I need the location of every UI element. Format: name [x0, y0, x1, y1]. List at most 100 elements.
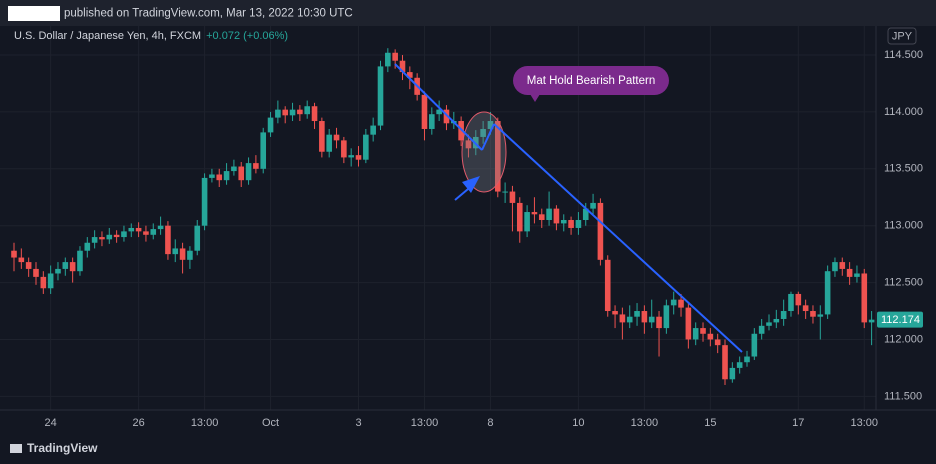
- candle-body: [267, 117, 274, 133]
- candle-body: [846, 268, 853, 277]
- candle-body: [854, 273, 860, 277]
- candle-body: [179, 248, 186, 260]
- x-tick-label: 24: [45, 417, 57, 429]
- candle-body: [69, 262, 76, 272]
- candle-body: [788, 293, 794, 312]
- x-tick-label: 13:00: [191, 417, 219, 429]
- candle-body: [714, 339, 721, 346]
- y-tick-label: 112.000: [884, 333, 923, 345]
- candle-body: [282, 109, 289, 116]
- candle-body: [385, 52, 391, 67]
- y-tick-label: 112.500: [884, 276, 923, 288]
- candle-body: [700, 328, 706, 334]
- trend-line: [481, 123, 495, 151]
- callout-bubble: [513, 66, 669, 95]
- candle-body: [729, 367, 736, 380]
- candle-body: [326, 134, 332, 152]
- candle-body: [223, 171, 230, 181]
- candle-body: [253, 163, 259, 169]
- candle-body: [516, 202, 523, 232]
- candle-body: [590, 202, 596, 209]
- x-tick-label: 26: [132, 417, 144, 429]
- candle-body: [55, 268, 61, 274]
- y-tick-label: 111.500: [884, 390, 922, 402]
- candle-body: [795, 293, 802, 306]
- candle-body: [487, 121, 494, 129]
- x-tick-label: 10: [572, 417, 584, 429]
- candle-body: [773, 318, 780, 323]
- candle-body: [722, 345, 728, 380]
- last-price-tag: [877, 311, 923, 328]
- x-tick-label: 15: [704, 417, 716, 429]
- candle-body: [692, 328, 699, 340]
- footer-bar: [0, 438, 936, 464]
- x-tick-label: 8: [487, 417, 493, 429]
- candle-body: [355, 155, 362, 160]
- candle-body: [480, 128, 486, 137]
- x-tick-label: Oct: [262, 417, 279, 429]
- trend-line: [394, 63, 483, 151]
- candle-body: [531, 212, 538, 215]
- candle-body: [311, 106, 318, 122]
- candle-body: [824, 271, 831, 315]
- candle-body: [392, 52, 398, 61]
- candle-body: [736, 362, 743, 368]
- candle-body: [553, 208, 560, 224]
- candle-body: [766, 322, 772, 326]
- candle-body: [861, 273, 868, 323]
- candle-body: [429, 114, 435, 129]
- arrow-head: [462, 176, 480, 193]
- candle-body: [370, 125, 376, 135]
- candle-body: [575, 220, 582, 228]
- candle-body: [348, 155, 354, 158]
- candle-body: [538, 214, 545, 220]
- candle-body: [524, 212, 530, 232]
- candle-body: [641, 311, 648, 323]
- candle-body: [744, 356, 750, 363]
- candle-body: [597, 202, 604, 260]
- candle-body: [238, 166, 245, 181]
- candle-body: [209, 174, 215, 178]
- candle-body: [231, 166, 237, 172]
- redacted-author: [8, 6, 60, 21]
- candle-body: [106, 234, 113, 240]
- candle-body: [201, 177, 208, 226]
- candle-body: [245, 163, 252, 181]
- candle-body: [333, 134, 340, 141]
- candle-body: [165, 225, 171, 255]
- candle-body: [546, 208, 552, 220]
- candle-body: [502, 191, 508, 193]
- candle-body: [62, 262, 69, 269]
- candle-body: [150, 229, 157, 235]
- candle-body: [289, 109, 296, 116]
- change-label: +0.072 (+0.06%): [206, 30, 288, 42]
- candle-body: [99, 237, 105, 240]
- candle-body: [304, 106, 310, 115]
- candle-body: [568, 220, 574, 228]
- candle-body: [47, 273, 54, 289]
- candle-body: [670, 299, 677, 306]
- trend-line: [493, 123, 743, 353]
- candle-body: [707, 333, 714, 340]
- candle-body: [810, 311, 816, 317]
- candle-body: [780, 311, 787, 319]
- candle-body: [84, 242, 91, 251]
- x-tick-label: 3: [355, 417, 361, 429]
- candle-body: [582, 208, 589, 220]
- candle-body: [275, 109, 281, 118]
- x-tick-label: 13:00: [851, 417, 879, 429]
- candle-body: [121, 231, 127, 238]
- candle-body: [341, 140, 347, 158]
- candle-body: [560, 220, 567, 224]
- candle-body: [172, 248, 179, 255]
- header-bar: [0, 0, 936, 26]
- pattern-highlight: [461, 111, 507, 193]
- candle-body: [135, 227, 142, 232]
- candle-body: [626, 316, 633, 323]
- chart-area: [0, 26, 936, 438]
- candle-body: [612, 311, 618, 315]
- y-tick-label: 113.500: [884, 163, 923, 175]
- candle-body: [619, 314, 626, 323]
- candle-body: [839, 262, 846, 269]
- candle-body: [832, 262, 838, 272]
